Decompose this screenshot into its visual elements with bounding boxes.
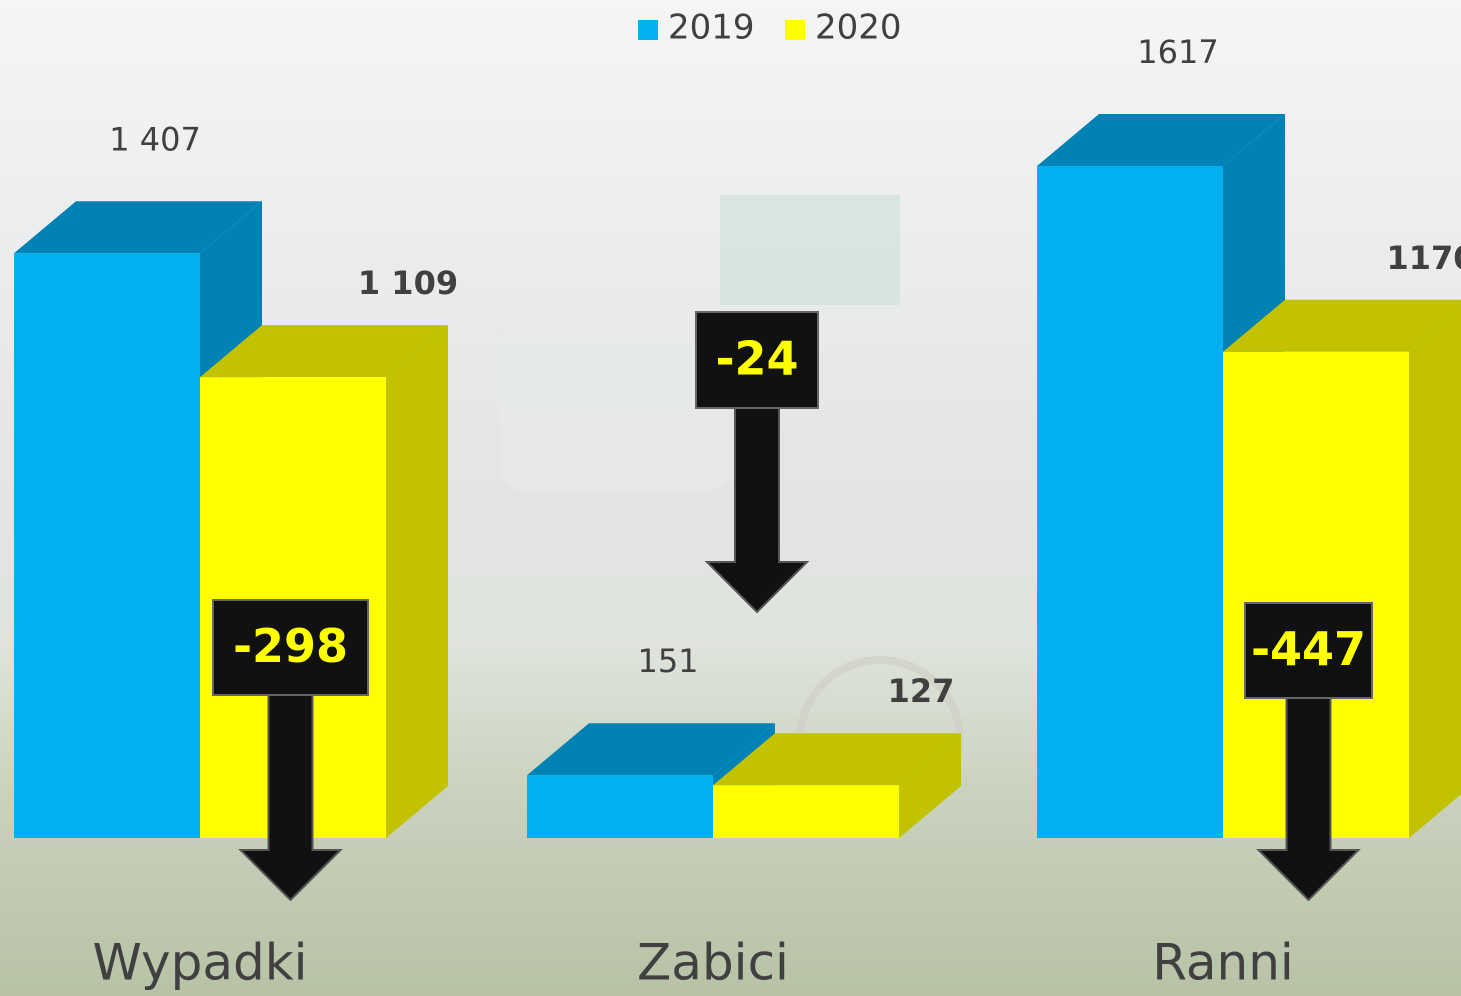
legend-label: 2020	[815, 8, 902, 48]
category-label: Zabici	[637, 934, 789, 992]
bar-front	[713, 785, 899, 838]
value-label: 1 109	[358, 264, 458, 302]
bar-front	[14, 253, 200, 838]
chart: 2019 2020 1 407 1 109 Wypadki 151 127 Zabici 16…	[0, 0, 1461, 996]
legend-swatch	[785, 20, 805, 40]
legend-label: 2019	[668, 8, 755, 48]
value-label: 1170	[1386, 239, 1461, 277]
category-label: Ranni	[1152, 934, 1294, 992]
bar-front	[527, 775, 713, 838]
difference-label: -24	[715, 332, 798, 386]
category-label: Wypadki	[92, 934, 307, 992]
background-sign	[720, 195, 900, 305]
bar-side	[386, 325, 448, 838]
value-label: 151	[637, 642, 698, 680]
difference-label: -447	[1251, 622, 1366, 676]
bar-side	[1409, 300, 1461, 838]
value-label: 1 407	[109, 120, 201, 158]
bar	[200, 325, 448, 838]
value-label: 127	[888, 672, 955, 710]
value-label: 1617	[1137, 33, 1218, 71]
page: 2019 2020 1 407 1 109 Wypadki 151 127 Zabici 16…	[0, 0, 1461, 996]
difference-label: -298	[233, 619, 348, 673]
bar	[1223, 300, 1461, 838]
legend-swatch	[638, 20, 658, 40]
bar-front	[1037, 166, 1223, 838]
